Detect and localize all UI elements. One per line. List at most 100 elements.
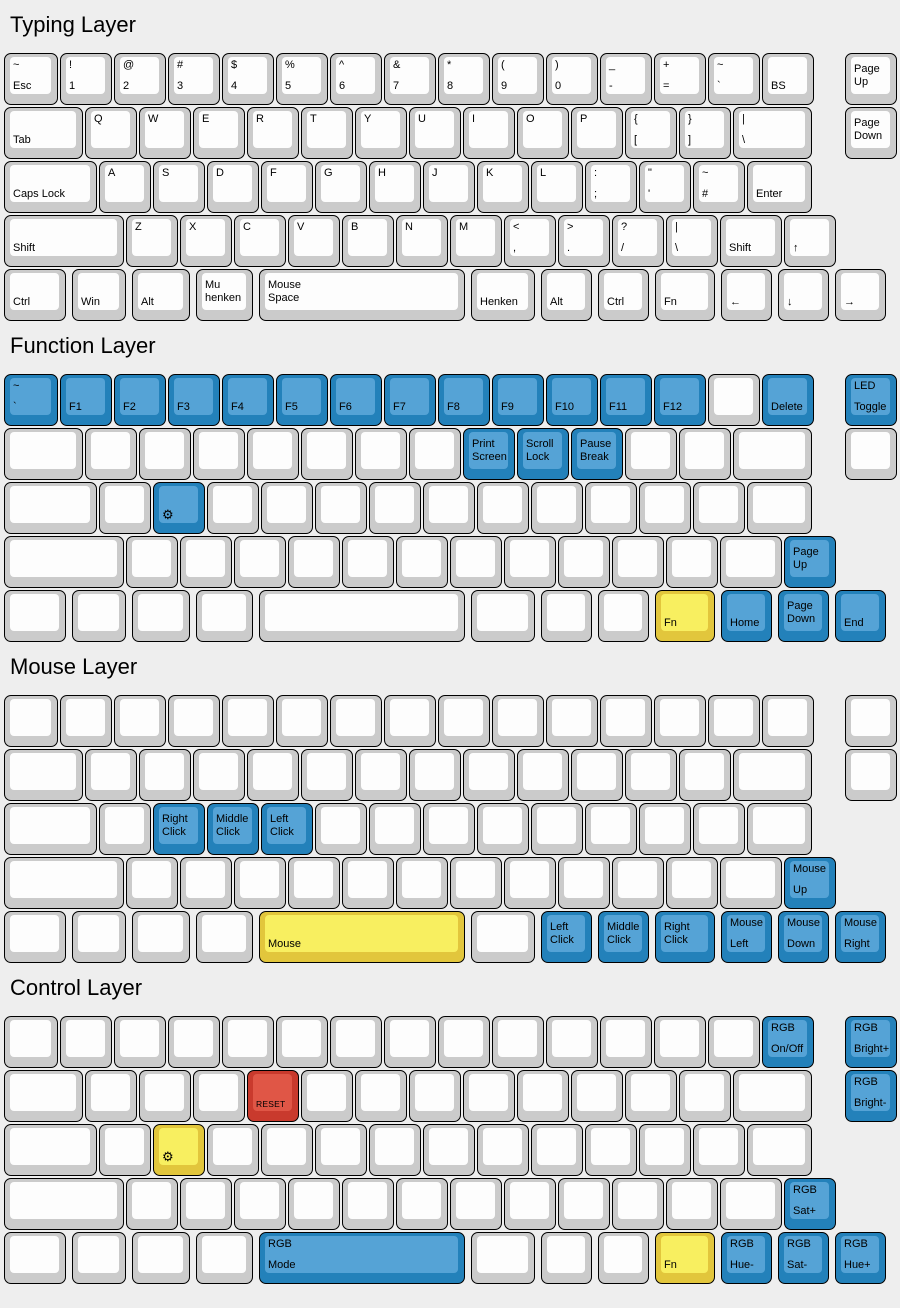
keycap-top: Win <box>78 273 119 310</box>
key-legend: Left <box>730 937 749 950</box>
keycap-top <box>253 753 292 790</box>
keycap-top <box>202 1236 246 1273</box>
control-key-bs: RGB On/Off <box>762 1016 814 1068</box>
keycap-top <box>186 861 225 898</box>
keycap-top <box>685 1074 724 1111</box>
mouse-key-p <box>571 749 623 801</box>
key-legend: } <box>688 113 692 125</box>
keycap-top: Mouse Right <box>841 915 879 952</box>
keycap-top <box>753 1128 805 1165</box>
gear-icon: ⚙ <box>162 507 174 522</box>
keycap-top <box>145 753 184 790</box>
keycap-top: H <box>375 165 414 202</box>
keycap-top: <, <box>510 219 549 256</box>
keycap-top: F <box>267 165 306 202</box>
typing-key-r: R <box>247 107 299 159</box>
keycap-top <box>213 1128 252 1165</box>
keycap-top: Ctrl <box>10 273 59 310</box>
key-legend: BS <box>771 79 786 92</box>
keycap-top <box>429 486 468 523</box>
control-key-f <box>261 1124 313 1176</box>
control-key-p <box>571 1070 623 1122</box>
mouse-key-3 <box>168 695 220 747</box>
keycap-top: F4 <box>228 378 267 415</box>
keycap-top: F6 <box>336 378 375 415</box>
typing-key-ralt: Alt <box>541 269 592 321</box>
keycap-top <box>348 1182 387 1219</box>
keycap-top <box>537 1128 576 1165</box>
mouse-key-comma <box>504 857 556 909</box>
key-legend: Page <box>793 546 819 558</box>
control-key-backslash2 <box>666 1178 718 1230</box>
typing-key-lbracket: {[ <box>625 107 677 159</box>
function-key-quote <box>639 482 691 534</box>
keycap-top: Page Down <box>784 594 822 631</box>
mouse-key-row-1 <box>4 695 900 747</box>
keycap-top <box>10 699 51 736</box>
keycap-top <box>348 861 387 898</box>
keycap-top <box>429 807 468 844</box>
key-legend: End <box>844 616 864 629</box>
keycap-top: | \ <box>739 111 805 148</box>
function-key-m <box>450 536 502 588</box>
keycap-top <box>672 1182 711 1219</box>
mouse-key-m <box>450 857 502 909</box>
typing-key-henkan: Henken <box>471 269 535 321</box>
keycap-top <box>321 486 360 523</box>
control-key-m <box>450 1178 502 1230</box>
typing-key-row-5: Ctrl Win Alt Mu henken Mouse Space Henken Alt Ctr… <box>4 269 900 321</box>
mouse-key-caps <box>4 803 97 855</box>
key-legend: Click <box>216 825 240 838</box>
control-key-minus <box>600 1016 652 1068</box>
keycap-top <box>444 1020 483 1057</box>
function-key-e <box>193 428 245 480</box>
key-legend: RGB <box>730 1238 754 1250</box>
mouse-key-space: Mouse <box>259 911 465 963</box>
function-key-lalt <box>132 590 190 642</box>
typing-key-0: ) 0 <box>546 53 598 105</box>
key-legend: O <box>526 113 535 125</box>
typing-key-fn: Fn <box>655 269 715 321</box>
keycap-top <box>523 1074 562 1111</box>
keycap-top <box>477 915 528 952</box>
keycap-top <box>202 594 246 631</box>
key-legend: ] <box>688 133 692 146</box>
control-key-0 <box>546 1016 598 1068</box>
keycap-top: {[ <box>631 111 670 148</box>
typing-key-k: K <box>477 161 529 213</box>
control-key-4 <box>222 1016 274 1068</box>
key-legend: F7 <box>393 400 406 413</box>
keycap-top <box>202 915 246 952</box>
control-key-s: ⚙ <box>153 1124 205 1176</box>
keyboard-layers-page: Typing Layer ~ Esc! 1 @2 #3 $4% 5 ^ 6 & 7 * 8(9) 0 _ - + =… <box>0 12 900 1284</box>
key-legend: Right <box>844 937 870 950</box>
control-key-rctrl <box>598 1232 649 1284</box>
keycap-top: G <box>321 165 360 202</box>
key-legend: Z <box>135 221 142 233</box>
key-legend: Delete <box>771 400 803 413</box>
typing-key-l: L <box>531 161 583 213</box>
mouse-key-0 <box>546 695 598 747</box>
key-legend: Up <box>793 883 808 896</box>
keycap-top: Mouse <box>265 915 458 952</box>
key-legend: C <box>243 221 251 233</box>
keycap-top <box>132 540 171 577</box>
control-key-h <box>369 1124 421 1176</box>
key-legend: " <box>648 167 652 179</box>
keycap-top <box>375 486 414 523</box>
keycap-top: & 7 <box>390 57 429 94</box>
typing-key-up: ↑ <box>784 215 836 267</box>
control-key-rbracket <box>679 1070 731 1122</box>
function-key-8: F8 <box>438 374 490 426</box>
keycap-top: ⚙ <box>159 486 198 523</box>
control-key-y <box>355 1070 407 1122</box>
mouse-key-period <box>558 857 610 909</box>
keycap-top: L <box>537 165 576 202</box>
function-key-lctrl <box>4 590 66 642</box>
function-key-7: F7 <box>384 374 436 426</box>
key-legend: F9 <box>501 400 514 413</box>
keycap-top <box>138 915 183 952</box>
typing-key-period: >. <box>558 215 610 267</box>
key-legend: F12 <box>663 400 682 413</box>
keycap-top <box>10 540 117 577</box>
